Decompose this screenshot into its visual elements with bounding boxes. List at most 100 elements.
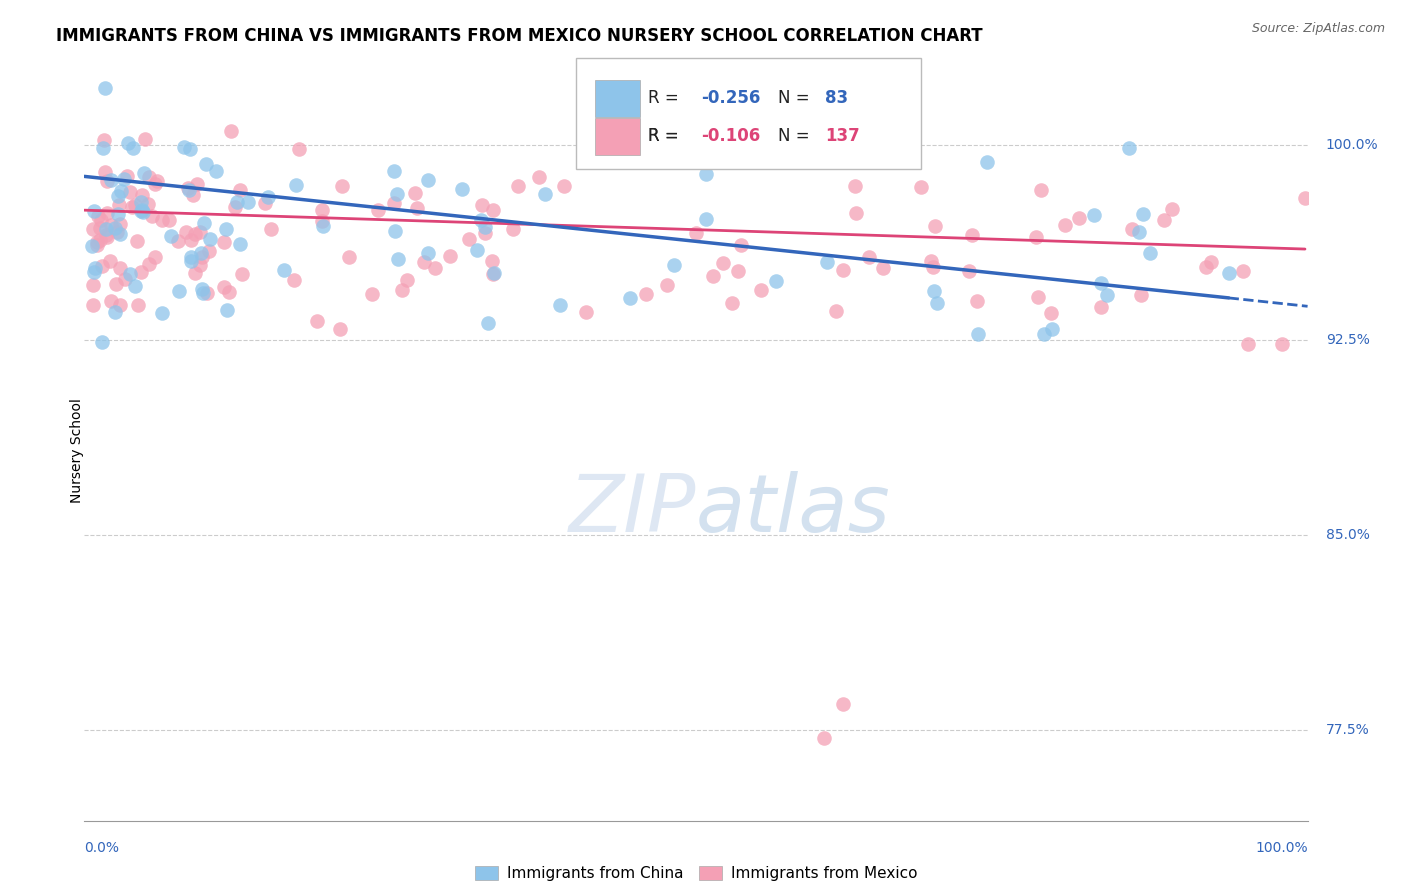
Point bbox=[474, 220, 496, 235]
Point bbox=[844, 179, 866, 194]
Point bbox=[458, 232, 481, 246]
Point bbox=[105, 277, 128, 292]
Point bbox=[89, 220, 111, 235]
Point bbox=[96, 222, 118, 236]
Point bbox=[129, 195, 152, 210]
Point bbox=[218, 285, 240, 299]
Point bbox=[141, 209, 163, 223]
Point bbox=[90, 213, 112, 227]
Point bbox=[482, 267, 505, 281]
Point bbox=[180, 254, 202, 268]
Point bbox=[131, 203, 153, 218]
Point bbox=[167, 234, 190, 248]
Point bbox=[976, 155, 998, 169]
Text: ZIP: ZIP bbox=[568, 471, 696, 549]
Point bbox=[257, 190, 280, 204]
Point bbox=[727, 264, 749, 278]
Point bbox=[89, 233, 111, 247]
Point bbox=[181, 188, 204, 202]
Point bbox=[229, 183, 252, 197]
Point bbox=[100, 253, 122, 268]
Point bbox=[425, 261, 447, 276]
Point bbox=[117, 136, 139, 151]
Point bbox=[110, 184, 132, 198]
Point bbox=[193, 216, 215, 230]
Point bbox=[127, 298, 149, 312]
Text: 100.0%: 100.0% bbox=[1326, 138, 1378, 153]
Point bbox=[416, 173, 439, 187]
Point bbox=[966, 293, 988, 308]
Point bbox=[418, 246, 440, 260]
Point bbox=[730, 238, 752, 252]
Point bbox=[872, 260, 894, 275]
Point bbox=[107, 189, 129, 203]
Point bbox=[94, 164, 117, 178]
Point bbox=[93, 133, 115, 147]
Point bbox=[138, 257, 160, 271]
Point bbox=[138, 169, 160, 184]
Text: -0.256: -0.256 bbox=[702, 89, 761, 107]
Point bbox=[1095, 287, 1118, 301]
Point bbox=[114, 271, 136, 285]
Point bbox=[82, 278, 104, 293]
Point bbox=[1067, 211, 1090, 225]
Point bbox=[1139, 245, 1161, 260]
Point bbox=[634, 287, 657, 301]
Point bbox=[260, 222, 283, 236]
Point bbox=[925, 296, 948, 310]
Point bbox=[100, 173, 122, 187]
Point bbox=[1199, 255, 1222, 269]
Point bbox=[382, 164, 405, 178]
Point bbox=[82, 222, 104, 236]
Point bbox=[1032, 326, 1054, 341]
Point bbox=[548, 298, 571, 312]
Point bbox=[91, 259, 114, 273]
Point bbox=[184, 266, 207, 280]
Point bbox=[1031, 183, 1053, 197]
Point bbox=[143, 178, 166, 192]
Point bbox=[1294, 191, 1316, 205]
Point bbox=[224, 200, 246, 214]
Point bbox=[484, 266, 506, 280]
Point bbox=[226, 194, 249, 209]
Point bbox=[470, 212, 492, 227]
Point bbox=[664, 258, 686, 272]
Point bbox=[575, 305, 598, 319]
Point bbox=[307, 314, 329, 328]
Point bbox=[115, 169, 138, 183]
Point bbox=[215, 222, 238, 236]
Point bbox=[619, 291, 641, 305]
Point bbox=[83, 260, 105, 275]
Point bbox=[1218, 266, 1240, 280]
Point bbox=[108, 218, 131, 232]
Text: 137: 137 bbox=[825, 128, 860, 145]
Point bbox=[104, 304, 127, 318]
Point bbox=[198, 244, 221, 259]
Point bbox=[813, 731, 835, 745]
Point bbox=[1232, 264, 1254, 278]
Point bbox=[685, 226, 707, 240]
Point bbox=[502, 222, 524, 236]
Point bbox=[138, 197, 160, 211]
Point bbox=[1040, 306, 1063, 320]
Point bbox=[190, 282, 212, 296]
Point bbox=[159, 213, 181, 227]
Point bbox=[702, 269, 724, 284]
Point bbox=[815, 255, 838, 269]
Point bbox=[94, 81, 117, 95]
Point bbox=[361, 287, 384, 301]
Point bbox=[253, 196, 276, 211]
Point bbox=[721, 295, 744, 310]
Point bbox=[481, 253, 503, 268]
Point bbox=[122, 141, 145, 155]
Point bbox=[330, 179, 353, 194]
Text: -0.106: -0.106 bbox=[702, 128, 761, 145]
Point bbox=[198, 232, 221, 246]
Point bbox=[924, 219, 946, 233]
Point bbox=[391, 283, 413, 297]
Point bbox=[1236, 336, 1258, 351]
Point bbox=[285, 178, 308, 193]
Point bbox=[967, 326, 990, 341]
Point bbox=[127, 234, 149, 248]
Point bbox=[179, 142, 201, 156]
